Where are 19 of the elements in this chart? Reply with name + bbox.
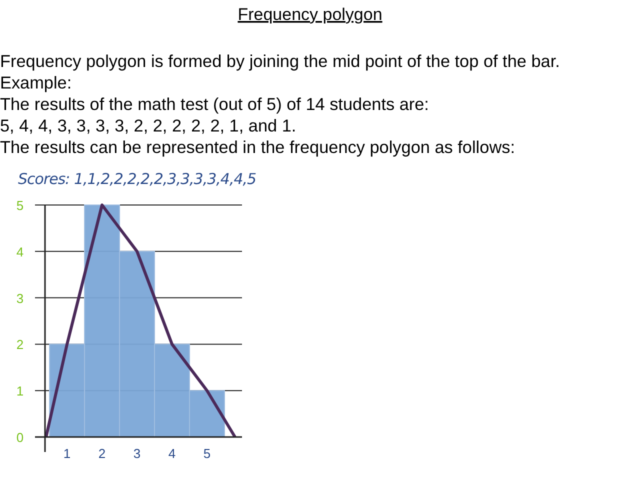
text: The results of the math test (out of 5) of 14 students are: (0, 94, 429, 114)
x-tick-label: 5 (203, 446, 211, 461)
x-tick-label: 1 (63, 446, 71, 461)
x-tick-label: 2 (98, 446, 106, 461)
y-tick-label: 5 (16, 198, 24, 213)
text: 5, 4, 4, 3, 3, 3, 3, 2, 2, 2, 2, 2, 1, and 1. (0, 116, 296, 136)
y-tick-label: 3 (16, 290, 24, 306)
x-tick-label: 3 (133, 446, 141, 461)
y-tick-label: 4 (16, 244, 24, 260)
y-tick-label: 0 (16, 430, 24, 445)
text: Example: (0, 72, 72, 92)
text: Frequency polygon (238, 5, 382, 24)
text: Frequency polygon is formed by joining the mid point of the top of the bar. (0, 51, 560, 71)
y-tick-label: 2 (16, 337, 24, 352)
line-series (44, 204, 236, 438)
text: The results can be represented in the frequency polygon as follows: (0, 137, 515, 157)
y-tick-label: 1 (16, 384, 24, 399)
text: Scores: 1,1,2,2,2,2,2,3,3,3,3,4,4,5 (18, 170, 256, 188)
x-tick-label: 4 (168, 446, 176, 461)
